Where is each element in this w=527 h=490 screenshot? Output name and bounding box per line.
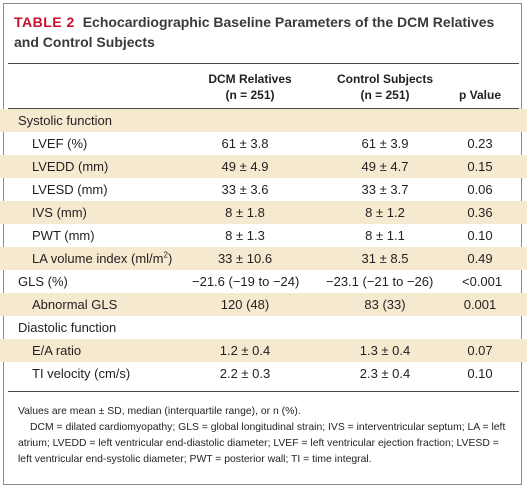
- table-caption: Echocardiographic Baseline Parameters of…: [14, 14, 495, 50]
- row-label: LVESD (mm): [32, 182, 108, 197]
- p-value: <0.001: [462, 274, 503, 289]
- table-row: TI velocity (cm/s) 2.2 ± 0.3 2.3 ± 0.4 0.10: [0, 362, 527, 385]
- row-label: LVEF (%): [32, 136, 88, 151]
- table-row: GLS (%) −21.6 (−19 to −24) −23.1 (−21 to −…: [0, 270, 527, 293]
- row-label: Abnormal GLS: [32, 297, 118, 312]
- control-value: 49 ± 4.7: [361, 159, 409, 174]
- control-value: 33 ± 3.7: [361, 182, 409, 197]
- dcm-value: −21.6 (−19 to −24): [192, 274, 300, 289]
- header-divider: [8, 108, 519, 109]
- dcm-header-name: DCM Relatives: [208, 72, 292, 86]
- row-label: LVEDD (mm): [32, 159, 109, 174]
- table-row: Abnormal GLS 120 (48) 83 (33) 0.001: [0, 293, 527, 316]
- p-column-header: p Value: [440, 87, 520, 103]
- table-title: TABLE 2 Echocardiographic Baseline Param…: [14, 12, 514, 52]
- p-value: 0.49: [467, 251, 493, 266]
- row-label: GLS (%): [18, 274, 68, 289]
- dcm-value: 33 ± 10.6: [217, 251, 273, 266]
- p-value: 0.10: [467, 366, 493, 381]
- dcm-value: 33 ± 3.6: [221, 182, 269, 197]
- title-divider: [8, 63, 519, 64]
- table-bottom-rule: [8, 391, 519, 392]
- dcm-value: 8 ± 1.8: [225, 205, 265, 220]
- row-label: Diastolic function: [18, 320, 117, 335]
- p-value: 0.001: [463, 297, 497, 312]
- p-value: 0.10: [467, 228, 493, 243]
- control-value: 8 ± 1.2: [365, 205, 405, 220]
- table-row: Systolic function: [0, 109, 527, 132]
- p-value: 0.36: [467, 205, 493, 220]
- footnote-values: Values are mean ± SD, median (interquart…: [18, 406, 301, 417]
- control-column-header: Control Subjects (n = 251): [320, 71, 450, 103]
- dcm-value: 8 ± 1.3: [225, 228, 265, 243]
- row-label: IVS (mm): [32, 205, 87, 220]
- p-header-label: p Value: [458, 88, 502, 102]
- dcm-value: 1.2 ± 0.4: [219, 343, 271, 358]
- control-header-n: (n = 251): [360, 88, 410, 102]
- dcm-value: 49 ± 4.9: [221, 159, 269, 174]
- table-row: E/A ratio 1.2 ± 0.4 1.3 ± 0.4 0.07: [0, 339, 527, 362]
- control-value: −23.1 (−21 to −26): [326, 274, 434, 289]
- control-value: 83 (33): [364, 297, 406, 312]
- control-value: 31 ± 8.5: [361, 251, 409, 266]
- p-value: 0.07: [467, 343, 493, 358]
- table-row: Diastolic function: [0, 316, 527, 339]
- row-label: Systolic function: [18, 113, 112, 128]
- footnote-abbreviations: DCM = dilated cardiomyopathy; GLS = glob…: [18, 422, 506, 465]
- table-row: LA volume index (ml/m2) 33 ± 10.6 31 ± 8.5…: [0, 247, 527, 270]
- p-value: 0.23: [467, 136, 493, 151]
- row-label: LA volume index (ml/m2): [32, 250, 173, 266]
- table-row: PWT (mm) 8 ± 1.3 8 ± 1.1 0.10: [0, 224, 527, 247]
- row-label: PWT (mm): [32, 228, 95, 243]
- dcm-column-header: DCM Relatives (n = 251): [190, 71, 310, 103]
- dcm-value: 120 (48): [220, 297, 270, 312]
- table-row: LVEF (%) 61 ± 3.8 61 ± 3.9 0.23: [0, 132, 527, 155]
- table-footnote: Values are mean ± SD, median (interquart…: [18, 404, 513, 468]
- table-frame: [3, 3, 522, 485]
- control-header-name: Control Subjects: [336, 72, 433, 86]
- p-value: 0.15: [467, 159, 493, 174]
- control-value: 61 ± 3.9: [361, 136, 409, 151]
- table-number: TABLE 2: [14, 14, 75, 30]
- table-row: LVEDD (mm) 49 ± 4.9 49 ± 4.7 0.15: [0, 155, 527, 178]
- control-value: 2.3 ± 0.4: [359, 366, 411, 381]
- row-label: TI velocity (cm/s): [32, 366, 131, 381]
- row-label: E/A ratio: [32, 343, 82, 358]
- control-value: 1.3 ± 0.4: [359, 343, 411, 358]
- control-value: 8 ± 1.1: [365, 228, 405, 243]
- table-row: IVS (mm) 8 ± 1.8 8 ± 1.2 0.36: [0, 201, 527, 224]
- dcm-header-n: (n = 251): [225, 88, 275, 102]
- dcm-value: 61 ± 3.8: [221, 136, 269, 151]
- p-value: 0.06: [467, 182, 493, 197]
- table-row: LVESD (mm) 33 ± 3.6 33 ± 3.7 0.06: [0, 178, 527, 201]
- dcm-value: 2.2 ± 0.3: [219, 366, 271, 381]
